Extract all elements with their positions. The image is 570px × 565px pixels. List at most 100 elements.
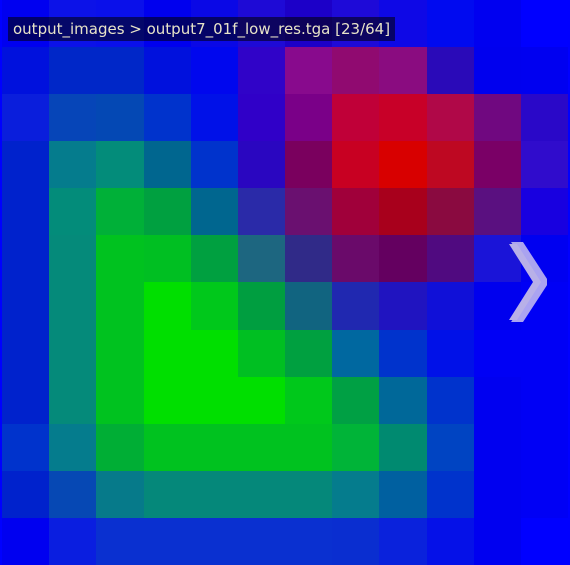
image-pixel	[379, 282, 427, 330]
image-pixel	[520, 47, 568, 95]
image-pixel	[285, 470, 333, 518]
image-pixel	[473, 94, 521, 142]
image-pixel	[190, 329, 238, 377]
image-pixel	[285, 235, 333, 283]
image-pixel	[2, 376, 50, 424]
image-pixel	[379, 517, 427, 565]
image-pixel	[2, 141, 50, 189]
image-pixel	[237, 329, 285, 377]
image-pixel	[190, 235, 238, 283]
image-pixel	[285, 376, 333, 424]
image-pixel	[49, 47, 97, 95]
image-pixel	[426, 282, 474, 330]
image-path-caption: output_images > output7_01f_low_res.tga …	[8, 17, 396, 41]
image-pixel	[473, 423, 521, 471]
image-pixel	[520, 423, 568, 471]
image-pixel	[143, 329, 191, 377]
image-pixel	[379, 47, 427, 95]
image-pixel	[332, 282, 380, 330]
image-pixel	[426, 423, 474, 471]
image-pixel	[426, 94, 474, 142]
image-pixel	[520, 470, 568, 518]
image-pixel	[190, 141, 238, 189]
image-pixel	[143, 94, 191, 142]
image-pixel	[143, 470, 191, 518]
image-pixel	[237, 94, 285, 142]
image-pixel	[237, 235, 285, 283]
image-pixel	[379, 141, 427, 189]
image-pixel	[426, 141, 474, 189]
image-pixel	[190, 376, 238, 424]
image-pixel	[49, 470, 97, 518]
image-pixel	[237, 47, 285, 95]
image-pixel	[285, 188, 333, 236]
image-pixel	[473, 141, 521, 189]
image-pixel	[473, 329, 521, 377]
image-pixel	[332, 470, 380, 518]
image-pixel	[237, 423, 285, 471]
image-pixel	[143, 517, 191, 565]
image-pixel	[190, 188, 238, 236]
image-pixel	[237, 188, 285, 236]
image-pixel	[520, 329, 568, 377]
image-pixel	[332, 235, 380, 283]
image-pixel	[2, 188, 50, 236]
image-pixel	[379, 235, 427, 283]
image-pixel	[143, 188, 191, 236]
image-pixel	[96, 376, 144, 424]
image-pixel	[96, 141, 144, 189]
image-pixel	[237, 141, 285, 189]
image-pixel	[426, 0, 474, 48]
image-pixel	[49, 376, 97, 424]
image-pixel	[143, 47, 191, 95]
image-pixel	[379, 423, 427, 471]
image-pixel	[49, 141, 97, 189]
image-pixel	[379, 470, 427, 518]
image-pixel	[520, 141, 568, 189]
image-pixel	[49, 235, 97, 283]
image-pixel	[520, 376, 568, 424]
image-pixel	[190, 94, 238, 142]
image-pixel	[49, 282, 97, 330]
image-pixel	[426, 517, 474, 565]
image-pixel	[426, 47, 474, 95]
image-pixel	[2, 517, 50, 565]
next-image-button[interactable]	[503, 238, 547, 326]
image-pixel	[96, 282, 144, 330]
image-pixel	[520, 94, 568, 142]
image-pixel	[49, 188, 97, 236]
image-pixel	[2, 329, 50, 377]
image-pixel	[332, 517, 380, 565]
image-pixel	[379, 94, 427, 142]
image-pixel	[332, 47, 380, 95]
image-pixel	[49, 94, 97, 142]
image-pixel	[379, 188, 427, 236]
image-pixel	[332, 94, 380, 142]
image-pixel	[190, 517, 238, 565]
image-pixel	[96, 47, 144, 95]
chevron-right-icon	[509, 242, 547, 322]
image-pixel	[473, 470, 521, 518]
image-pixel	[237, 282, 285, 330]
image-pixel	[285, 423, 333, 471]
image-pixel	[49, 517, 97, 565]
image-pixel	[143, 235, 191, 283]
image-pixel	[379, 376, 427, 424]
image-pixel	[379, 329, 427, 377]
image-pixel	[2, 282, 50, 330]
image-pixel	[190, 470, 238, 518]
image-pixel	[49, 423, 97, 471]
image-pixel	[332, 188, 380, 236]
image-pixel	[96, 235, 144, 283]
image-pixel	[426, 235, 474, 283]
image-pixel	[285, 94, 333, 142]
image-pixel	[96, 94, 144, 142]
image-pixel	[237, 517, 285, 565]
image-pixel	[332, 376, 380, 424]
image-pixel	[143, 376, 191, 424]
image-pixel	[49, 329, 97, 377]
image-pixel	[285, 517, 333, 565]
image-pixel	[96, 423, 144, 471]
image-pixel	[2, 47, 50, 95]
